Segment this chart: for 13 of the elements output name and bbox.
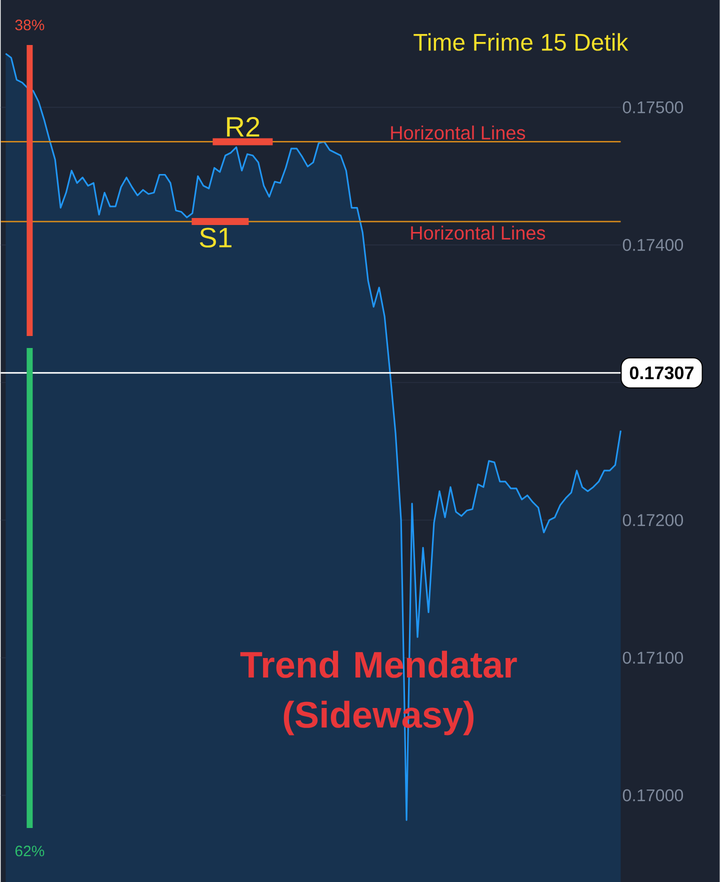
annotation: 38% <box>15 20 44 30</box>
annotation: S1 <box>200 228 232 248</box>
y-tick-label: 0.17400 <box>623 238 684 251</box>
annotation: 62% <box>16 846 44 856</box>
ref-line-label: Horizontal Lines <box>411 226 546 240</box>
text: Time Frime 15 Detik <box>414 33 628 51</box>
y-tick-label: 0.17000 <box>623 789 684 802</box>
y-tick-label: 0.17500 <box>623 101 684 114</box>
annotation: R2 <box>227 116 260 137</box>
ref-line-label: 0.17307 <box>630 366 694 380</box>
ref-line-label: Horizontal Lines <box>391 126 526 140</box>
y-tick-label: 0.17200 <box>623 514 684 526</box>
y-tick-label: 0.17100 <box>623 652 684 664</box>
